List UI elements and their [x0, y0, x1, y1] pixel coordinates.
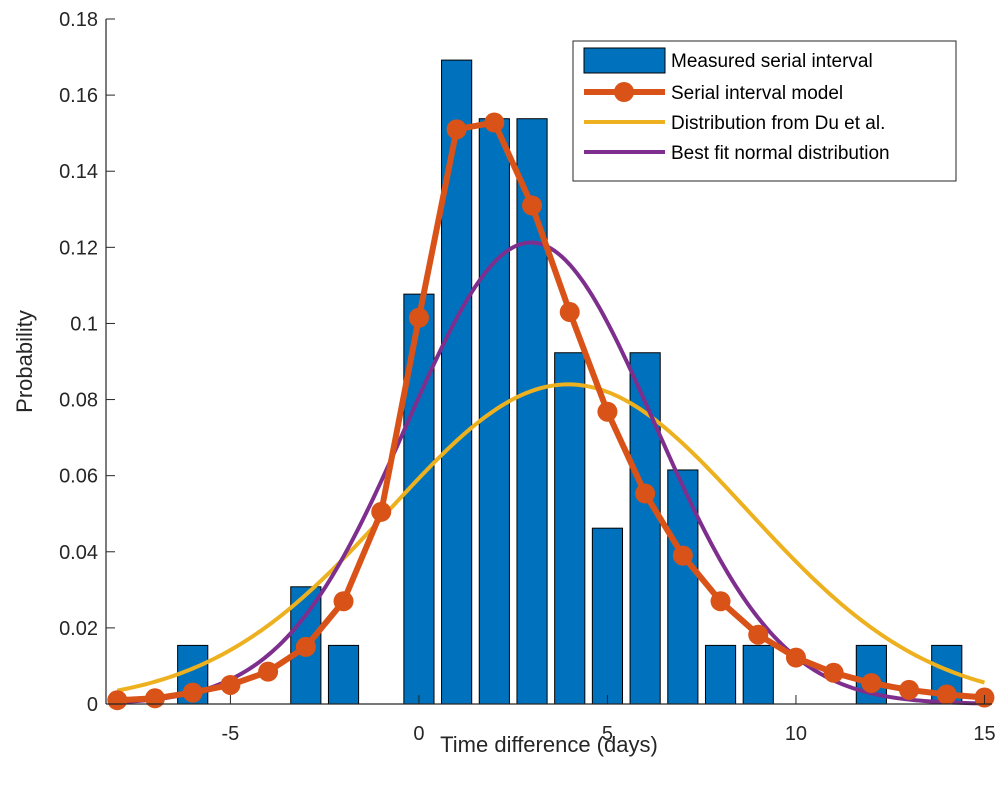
model-point [522, 195, 543, 216]
model-point [295, 636, 316, 657]
x-tick-label: 0 [413, 723, 424, 745]
legend: Measured serial interval Serial interval … [572, 40, 957, 182]
x-tick-label: 5 [602, 723, 613, 745]
best-fit-normal-line [117, 240, 985, 706]
legend-label: Best fit normal distribution [671, 143, 890, 164]
x-tick-label: -5 [222, 723, 240, 745]
model-point [710, 591, 731, 612]
model-point [333, 591, 354, 612]
y-tick-label: 0.04 [59, 542, 98, 564]
du-distribution-line [116, 382, 986, 693]
bar [704, 644, 737, 705]
model-point [672, 545, 693, 566]
bar [554, 352, 586, 705]
model-point [823, 662, 844, 683]
model-point [408, 307, 429, 328]
model-point [107, 690, 128, 711]
y-tick-label: 0 [87, 694, 98, 716]
y-axis-label: Probability [12, 310, 37, 413]
legend-label: Distribution from Du et al. [671, 113, 885, 134]
x-tick-label: 10 [785, 723, 807, 745]
y-tick-label: 0.02 [59, 618, 98, 640]
model-point [145, 688, 166, 709]
y-tick-label: 0.1 [70, 313, 98, 335]
bar [403, 293, 435, 705]
model-point [258, 661, 279, 682]
model-point [861, 673, 882, 694]
model-point [785, 647, 806, 668]
bar [327, 644, 360, 705]
x-tick-label: 15 [973, 723, 995, 745]
model-point [936, 684, 957, 705]
model-point [559, 302, 580, 323]
axes: 0 0.02 0.04 0.06 0.08 0.1 0.12 0.14 0.16 0.18 -5 0 5… [59, 9, 995, 745]
bar [441, 59, 473, 705]
legend-label: Serial interval model [671, 83, 843, 104]
legend-swatch-marker [614, 82, 634, 102]
model-point [182, 682, 203, 703]
model-point [635, 483, 656, 504]
y-tick-label: 0.18 [59, 9, 98, 31]
y-tick-label: 0.12 [59, 237, 98, 259]
legend-swatch-bar [583, 47, 666, 74]
y-tick-label: 0.14 [59, 161, 98, 183]
bar [742, 644, 774, 705]
y-tick-label: 0.16 [59, 85, 98, 107]
bar [591, 527, 624, 705]
model-point [484, 112, 505, 133]
model-point [446, 119, 467, 140]
model-point [220, 674, 241, 695]
x-axis-label: Time difference (days) [440, 732, 658, 757]
y-tick-label: 0.06 [59, 466, 98, 488]
legend-label: Measured serial interval [671, 51, 873, 72]
model-point [899, 679, 920, 700]
model-point [597, 401, 618, 422]
model-point [748, 624, 769, 645]
model-point [371, 501, 392, 522]
y-tick-label: 0.08 [59, 390, 98, 412]
plot-area [107, 59, 995, 711]
